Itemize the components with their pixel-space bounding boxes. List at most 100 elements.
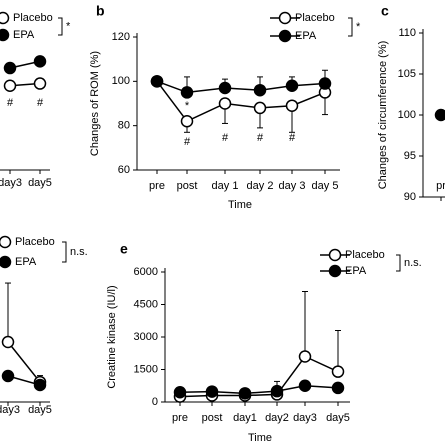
y-axis-title: Changes of circumference (%) [377, 41, 389, 190]
legend-label: Placebo [13, 12, 53, 24]
y-tick-label: 110 [398, 27, 416, 39]
marker [3, 79, 17, 93]
annotation: # [289, 132, 296, 144]
marker [285, 99, 299, 112]
legend-bracket [58, 17, 63, 36]
legend-label: Placebo [345, 249, 385, 261]
y-tick-label: 90 [404, 191, 416, 203]
annotation: * [185, 100, 190, 112]
x-tick-label: day3 [0, 404, 20, 416]
y-axis-title: Changes of ROM (%) [89, 51, 101, 156]
marker [1, 335, 15, 349]
legend-bracket [396, 254, 401, 272]
marker [253, 101, 267, 115]
panel-label: b [96, 3, 105, 19]
x-tick-label: day 1 [212, 180, 239, 192]
legend-bracket [62, 241, 67, 263]
legend-marker [0, 255, 12, 269]
legend-label: EPA [13, 29, 35, 41]
marker [218, 97, 232, 110]
legend-label: EPA [345, 265, 367, 277]
marker [298, 350, 312, 363]
marker [270, 384, 284, 398]
legend-label: EPA [295, 30, 317, 42]
marker [180, 86, 194, 99]
series-line [179, 384, 339, 395]
marker [285, 79, 299, 93]
y-tick-label: 100 [112, 75, 130, 87]
marker [331, 365, 345, 378]
marker [238, 387, 252, 400]
y-tick-label: 3000 [134, 331, 158, 343]
annotation: # [184, 136, 191, 148]
legend-marker [0, 28, 10, 42]
marker [331, 381, 345, 395]
x-tick-label: day 5 [312, 180, 339, 192]
legend-bracket [348, 17, 353, 37]
annotation: # [37, 97, 44, 109]
marker [205, 385, 219, 398]
legend-marker [328, 264, 342, 278]
y-tick-label: 120 [112, 31, 130, 43]
marker [1, 369, 15, 383]
marker [218, 81, 232, 95]
marker [33, 77, 47, 90]
y-tick-label: 60 [118, 164, 130, 176]
x-tick-label: pre [172, 412, 188, 424]
legend-note: * [356, 21, 361, 33]
legend-marker [278, 29, 292, 43]
x-tick-label: day5 [28, 404, 52, 416]
x-tick-label: day3 [0, 177, 22, 189]
legend-label: Placebo [15, 236, 55, 248]
legend-note: * [66, 20, 71, 32]
annotation: # [7, 97, 14, 109]
legend-marker [0, 11, 10, 25]
x-tick-label: day2 [265, 412, 289, 424]
marker [180, 114, 194, 128]
x-tick-label: day5 [326, 412, 350, 424]
y-tick-label: 100 [398, 109, 416, 121]
marker [318, 77, 332, 90]
y-tick-label: 4500 [134, 298, 158, 310]
y-tick-label: 95 [404, 150, 416, 162]
x-tick-label: day5 [28, 177, 52, 189]
y-axis-title: Creatine kinase (IU/l) [106, 285, 118, 388]
legend-marker [328, 248, 342, 262]
marker [33, 55, 47, 68]
panel-label: e [120, 241, 128, 257]
x-tick-label: pr [436, 180, 445, 192]
y-tick-label: 1500 [134, 363, 158, 375]
legend-note: n.s. [70, 246, 88, 258]
x-tick-label: post [202, 412, 223, 424]
y-tick-label: 0 [152, 396, 158, 408]
series-line [156, 80, 326, 123]
legend-note: n.s. [404, 257, 422, 269]
marker [33, 378, 47, 392]
annotation: # [222, 132, 229, 144]
series-line [179, 355, 339, 398]
y-tick-label: 80 [118, 120, 130, 132]
x-axis-title: Time [248, 432, 272, 444]
marker [3, 61, 17, 75]
legend-marker [0, 235, 12, 249]
annotation: # [257, 132, 264, 144]
x-tick-label: day1 [233, 412, 257, 424]
x-tick-label: day3 [293, 412, 317, 424]
marker [150, 75, 164, 88]
x-tick-label: day 3 [279, 180, 306, 192]
legend-label: EPA [15, 256, 37, 268]
panel-label: c [381, 3, 389, 19]
legend-label: Placebo [295, 12, 335, 24]
marker [298, 379, 312, 392]
x-tick-label: day 2 [247, 180, 274, 192]
x-tick-label: post [177, 180, 198, 192]
series-line [7, 341, 41, 383]
marker [173, 386, 187, 399]
y-tick-label: 6000 [134, 266, 158, 278]
x-axis-title: Time [228, 199, 252, 211]
marker [434, 108, 445, 122]
y-tick-label: 105 [398, 68, 416, 80]
marker [253, 83, 267, 97]
legend-marker [278, 11, 292, 25]
